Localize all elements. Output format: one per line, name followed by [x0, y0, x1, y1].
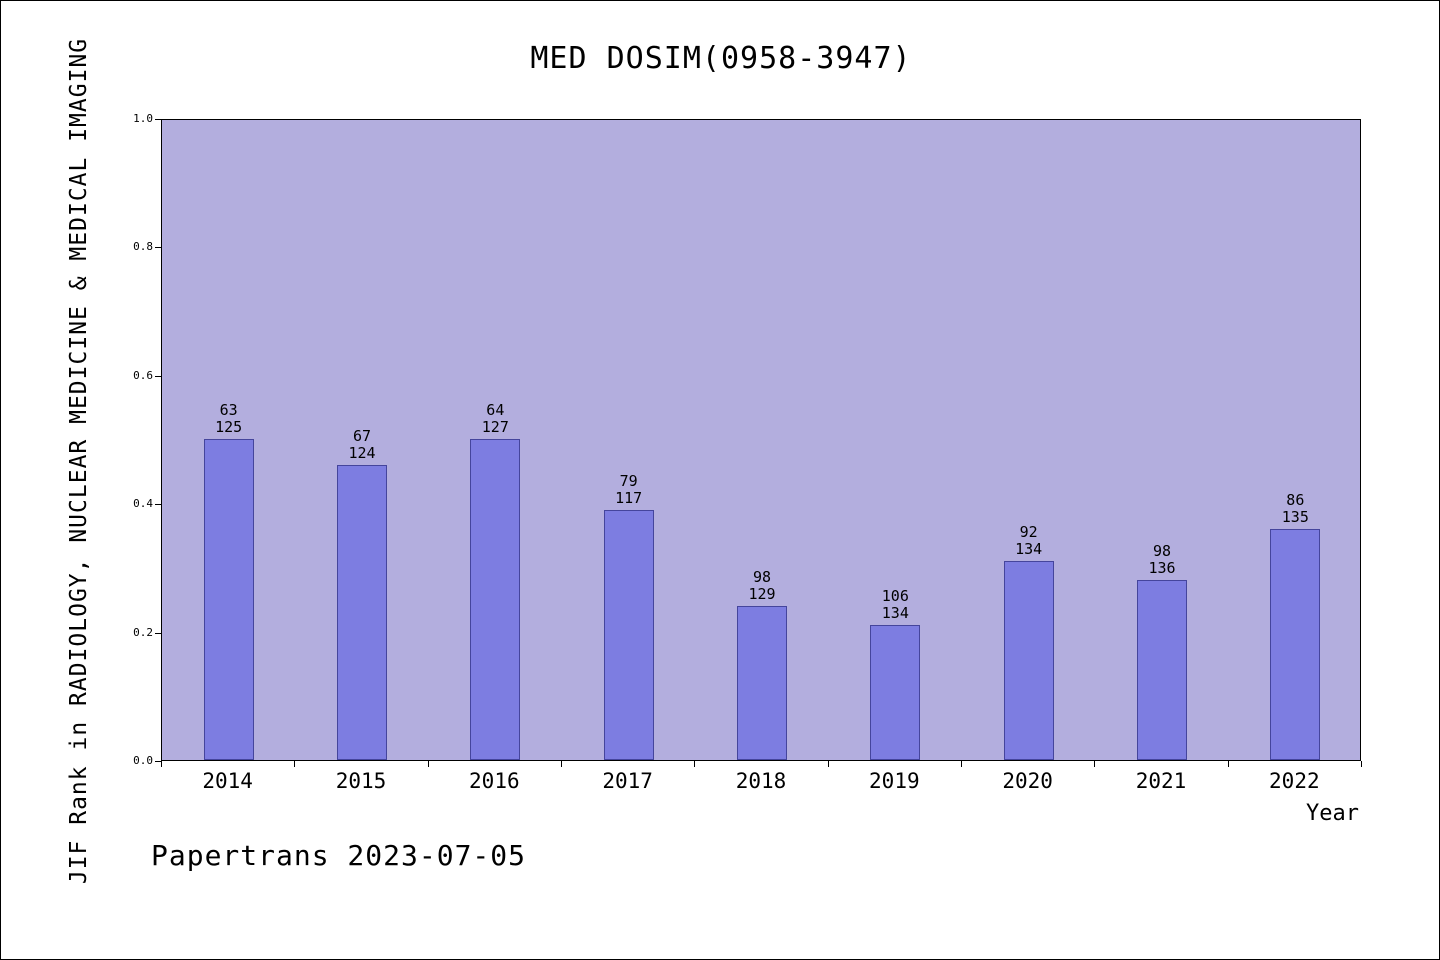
x-tick-mark: [961, 761, 962, 767]
x-tick-mark: [561, 761, 562, 767]
bar-value-label: 64 127: [481, 401, 509, 436]
x-tick-label: 2015: [335, 769, 387, 793]
bar-value-label: 63 125: [215, 401, 243, 436]
bar-value-label: 106 134: [881, 587, 909, 622]
x-tick-mark: [1094, 761, 1096, 767]
x-tick-label: 2021: [1135, 769, 1187, 793]
y-tick-label: 0.8: [133, 240, 153, 254]
y-tick-label: 0.2: [133, 625, 153, 639]
bar: [203, 439, 254, 760]
bar: [1003, 561, 1054, 760]
x-tick-label: 2019: [869, 769, 920, 793]
y-axis-label: JIF Rank in RADIOLOGY, NUCLEAR MEDICINE …: [66, 37, 92, 885]
bar: [1270, 529, 1321, 760]
x-tick-mark: [427, 761, 429, 767]
plot-area: 63 125 67 124 64 127 79 117 98 129 106 134 92 134 98 13…: [161, 119, 1361, 761]
y-tick-mark: [155, 119, 161, 120]
x-tick-label: 2020: [1002, 769, 1053, 793]
bar: [1137, 580, 1187, 760]
y-tick-label: 0.0: [133, 754, 153, 767]
chart-title: MED DOSIM(0958-3947): [530, 41, 912, 76]
x-tick-label: 2022: [1269, 769, 1320, 793]
y-tick-mark: [155, 761, 161, 762]
bar: [603, 510, 654, 760]
bar-value-label: 92 134: [1015, 523, 1043, 558]
bar-value-label: 98 136: [1148, 542, 1176, 577]
x-tick-label: 2016: [469, 769, 520, 793]
x-tick-label: 2014: [202, 769, 253, 793]
x-tick-label: 2017: [602, 769, 653, 793]
bar: [870, 625, 921, 760]
y-tick-label: 0.4: [133, 497, 153, 511]
x-tick-mark: [1227, 761, 1229, 767]
x-axis-title: Year: [1306, 801, 1359, 826]
y-tick-mark: [155, 247, 161, 249]
watermark-text: Papertrans 2023-07-05: [151, 839, 527, 872]
bar: [470, 439, 521, 760]
x-tick-label: 2018: [735, 769, 787, 793]
y-tick-mark: [155, 504, 161, 506]
bar-value-label: 79 117: [615, 472, 643, 507]
y-tick-mark: [155, 632, 161, 634]
bar: [337, 465, 387, 760]
x-tick-mark: [827, 761, 829, 767]
bar-value-label: 86 135: [1281, 491, 1309, 526]
bar: [737, 606, 787, 760]
x-tick-mark: [161, 761, 162, 767]
x-tick-mark: [1361, 761, 1362, 767]
x-tick-mark: [694, 761, 696, 767]
y-tick-label: 0.6: [133, 368, 153, 382]
y-tick-mark: [155, 375, 161, 377]
x-tick-mark: [294, 761, 296, 767]
y-tick-label: 1.0: [133, 112, 153, 125]
bar-value-label: 67 124: [348, 427, 376, 462]
bar-value-label: 98 129: [748, 568, 776, 603]
